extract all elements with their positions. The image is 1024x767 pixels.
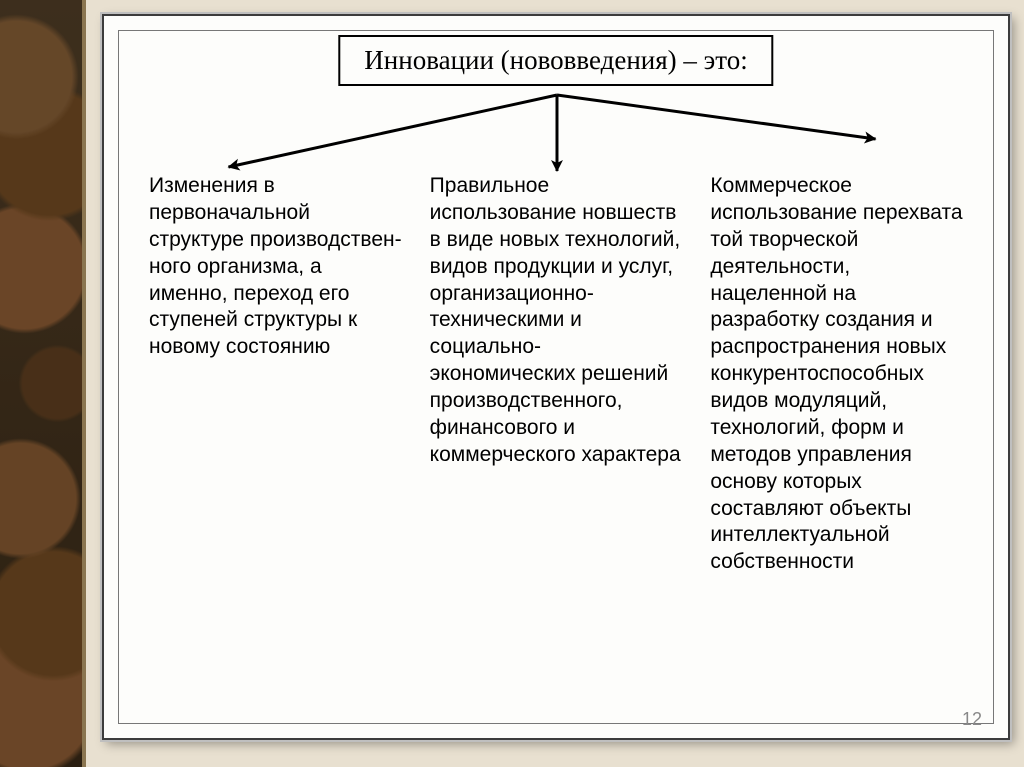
columns: Изменения в первоначальной структуре про… (149, 173, 963, 693)
page-number: 12 (962, 709, 982, 730)
slide-inner-frame: Инновации (нововведения) – это: Изменени… (118, 30, 994, 724)
arrow-left (228, 95, 556, 167)
decorative-sidebar (0, 0, 86, 767)
title-box: Инновации (нововведения) – это: (338, 35, 773, 86)
arrows-svg (119, 87, 993, 187)
slide-title: Инновации (нововведения) – это: (364, 45, 747, 75)
column-2: Правильное использование новшеств в виде… (430, 173, 683, 693)
slide: Инновации (нововведения) – это: Изменени… (102, 14, 1010, 740)
column-1: Изменения в первоначальной структуре про… (149, 173, 402, 693)
arrow-right (557, 95, 876, 139)
column-3: Коммерческое использование перехвата той… (710, 173, 963, 693)
